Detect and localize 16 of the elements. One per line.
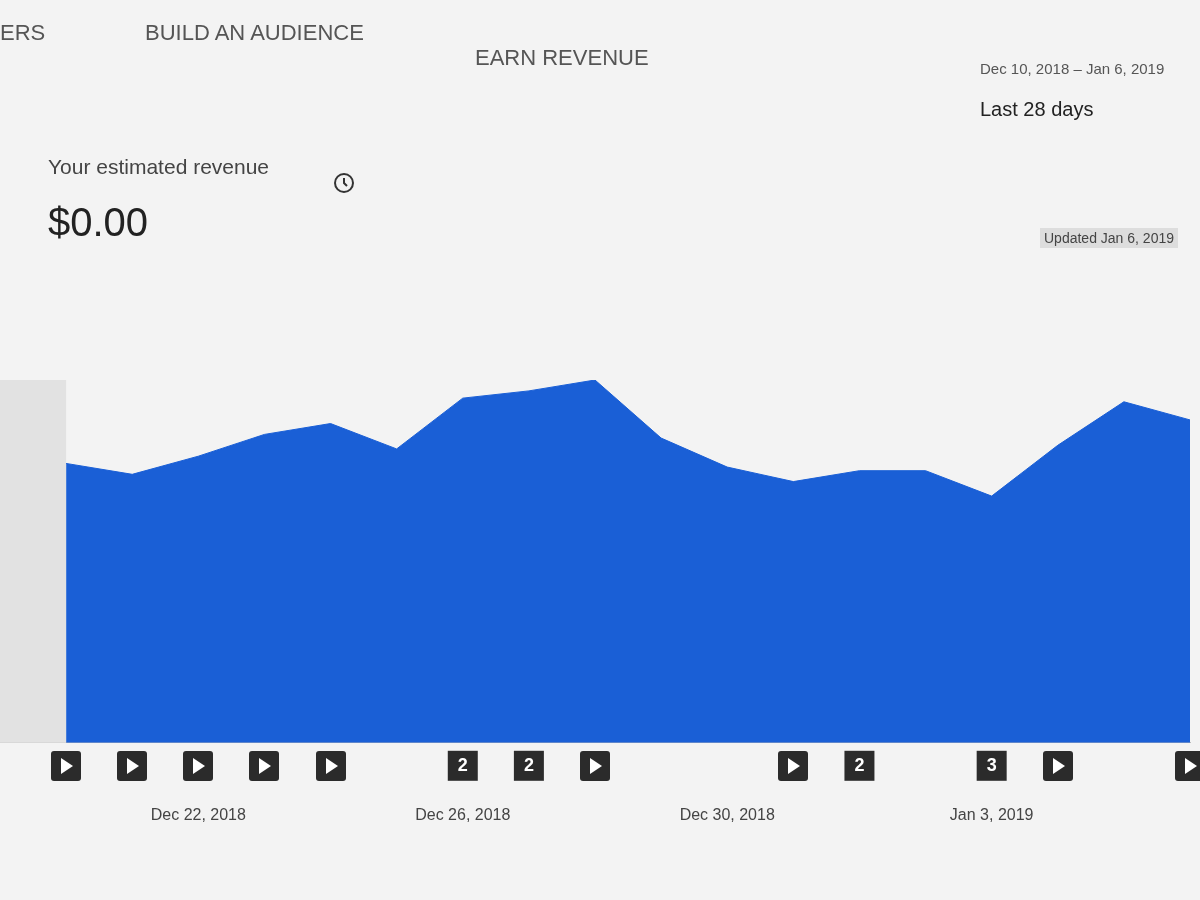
text: 3 [986, 754, 997, 775]
text: EARN REVENUE [475, 45, 649, 71]
text: ERS [0, 20, 46, 46]
text: Updated Jan 6, 2019 [1040, 228, 1178, 248]
chart-title: Your estimated revenue [48, 155, 270, 179]
text: Last 28 days [980, 98, 1094, 121]
text: 2 [457, 754, 468, 775]
x-tick-label: Jan 3, 2019 [949, 805, 1034, 823]
text: BUILD AN AUDIENCE [145, 20, 364, 46]
x-tick-label: Dec 30, 2018 [679, 805, 775, 823]
chart-subtitle: $0.00 [48, 200, 149, 245]
x-tick-label: Dec 22, 2018 [150, 805, 247, 823]
text: Dec 10, 2018 – Jan 6, 2019 [980, 60, 1165, 77]
text: 2 [854, 754, 865, 775]
x-tick-label: Dec 26, 2018 [415, 805, 511, 823]
text: 2 [523, 754, 534, 775]
